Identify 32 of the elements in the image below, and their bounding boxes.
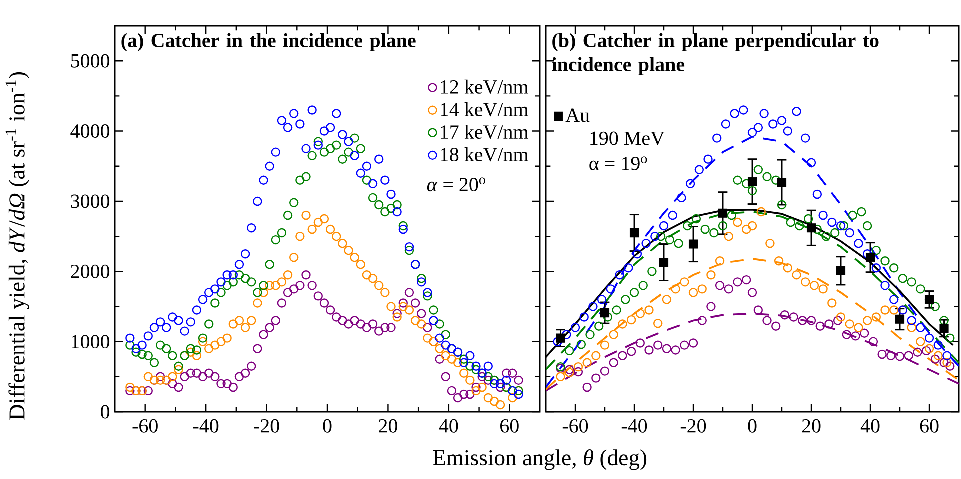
- text: (b) Catcher in plane perpendicular to incidence plane: [552, 33, 879, 76]
- x-tick-label: 0: [323, 419, 332, 433]
- x-tick-label: 60: [920, 419, 939, 433]
- x-tick-label: -20: [254, 419, 280, 433]
- y-tick-label: 0: [101, 405, 110, 419]
- y-tick-label: 2000: [71, 264, 110, 278]
- x-tick-label: 60: [500, 419, 519, 433]
- x-tick-label: 20: [379, 419, 398, 433]
- x-tick-label: 40: [439, 419, 458, 433]
- x-tick-label: -40: [622, 419, 648, 433]
- x-axis-title: Emission angle, θ (deg): [433, 450, 647, 470]
- x-tick-label: -60: [562, 419, 588, 433]
- annotation: α = 20$^{o}$: [427, 178, 486, 192]
- x-tick-label: -20: [680, 419, 706, 433]
- x-tick-label: 40: [860, 419, 880, 433]
- x-tick-label: 20: [802, 419, 821, 433]
- text: Differential yield, dY/dΩ (at sr$^{-1}$ ion$^{-1}$): [6, 72, 30, 420]
- annotation: 190 MeV: [590, 132, 665, 146]
- y-tick-label: 1000: [72, 335, 110, 349]
- x-tick-label: 0: [748, 419, 757, 433]
- x-tick-label: -40: [193, 419, 219, 433]
- chart-title: (a) Catcher in the incidence plane: [122, 33, 416, 52]
- y-tick-label: 4000: [70, 124, 110, 138]
- y-tick-label: 5000: [71, 54, 110, 68]
- legend-label: 18 keV/nm: [441, 148, 529, 162]
- legend-label: 17 keV/nm: [441, 124, 529, 140]
- legend-label: 12 keV/nm: [441, 80, 529, 94]
- annotation: α = 19$^{o}$: [590, 156, 648, 170]
- legend-label: Au: [566, 108, 590, 122]
- legend-label: 14 keV/nm: [441, 102, 529, 117]
- x-tick-label: -60: [132, 419, 158, 433]
- y-tick-label: 3000: [71, 194, 110, 208]
